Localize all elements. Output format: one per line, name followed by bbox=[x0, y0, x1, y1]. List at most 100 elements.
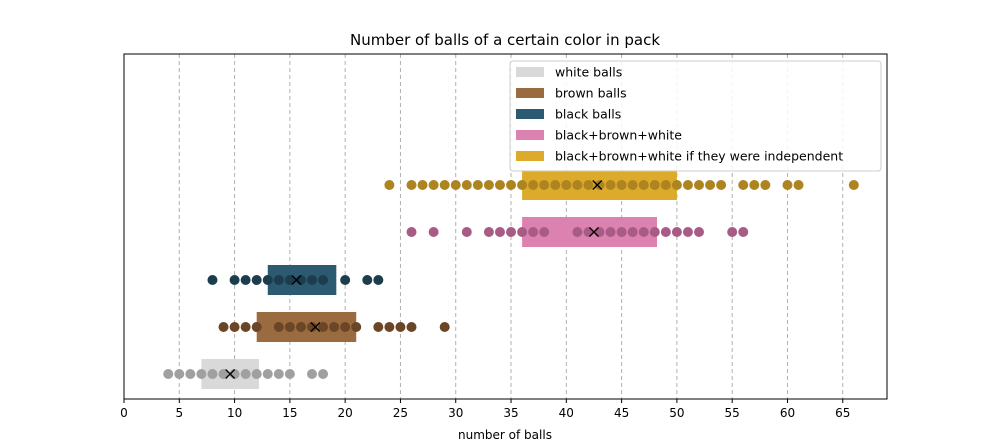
data-point bbox=[251, 369, 262, 379]
data-point bbox=[539, 227, 550, 237]
data-point bbox=[616, 227, 627, 237]
data-point bbox=[240, 275, 251, 285]
x-tick-label: 60 bbox=[780, 406, 795, 420]
data-point bbox=[218, 369, 229, 379]
legend-swatch bbox=[516, 88, 544, 98]
data-point bbox=[627, 180, 638, 190]
data-point bbox=[760, 180, 771, 190]
data-point bbox=[461, 227, 472, 237]
data-point bbox=[627, 227, 638, 237]
data-point bbox=[318, 369, 329, 379]
mean-marker bbox=[592, 180, 603, 190]
data-point bbox=[428, 180, 439, 190]
data-point bbox=[218, 322, 229, 332]
legend: white balls brown balls black balls black+b… bbox=[509, 60, 882, 172]
plot-frame bbox=[123, 53, 888, 400]
data-point bbox=[229, 275, 240, 285]
x-tick-label: 20 bbox=[338, 406, 353, 420]
data-point bbox=[251, 275, 262, 285]
data-point bbox=[207, 369, 218, 379]
data-point bbox=[494, 227, 505, 237]
data-point bbox=[406, 227, 417, 237]
mean-marker bbox=[291, 275, 302, 285]
data-point bbox=[660, 180, 671, 190]
data-point bbox=[561, 180, 572, 190]
data-point bbox=[295, 275, 306, 285]
data-point bbox=[273, 369, 284, 379]
data-point bbox=[318, 275, 329, 285]
mean-marker bbox=[310, 322, 321, 332]
data-point bbox=[506, 180, 517, 190]
data-point bbox=[284, 275, 295, 285]
legend-swatch bbox=[516, 130, 544, 140]
data-point bbox=[583, 180, 594, 190]
range-boxes bbox=[201, 170, 677, 389]
x-axis-label: number of balls bbox=[458, 428, 552, 442]
legend-swatch bbox=[516, 109, 544, 119]
data-point bbox=[649, 227, 660, 237]
data-point bbox=[605, 180, 616, 190]
data-point bbox=[782, 180, 793, 190]
range-box bbox=[256, 312, 357, 342]
data-point bbox=[694, 227, 705, 237]
data-point bbox=[649, 180, 660, 190]
data-point bbox=[428, 227, 439, 237]
data-point bbox=[306, 275, 317, 285]
data-point bbox=[583, 227, 594, 237]
data-point bbox=[295, 322, 306, 332]
data-point bbox=[550, 180, 561, 190]
data-point bbox=[306, 322, 317, 332]
data-point bbox=[616, 180, 627, 190]
x-tick-label: 30 bbox=[448, 406, 463, 420]
data-point bbox=[262, 275, 273, 285]
mean-marker bbox=[589, 227, 599, 237]
data-point bbox=[517, 227, 528, 237]
data-point bbox=[705, 180, 716, 190]
data-point bbox=[284, 369, 295, 379]
x-tick-label: 40 bbox=[559, 406, 574, 420]
data-point bbox=[318, 322, 329, 332]
data-point bbox=[306, 369, 317, 379]
data-point bbox=[572, 180, 583, 190]
data-point bbox=[528, 180, 539, 190]
x-tick-label: 15 bbox=[282, 406, 297, 420]
x-axis-ticks: 0 5 10 15 20 25 30 35 40 45 50 55 60 65 bbox=[120, 399, 850, 420]
data-point bbox=[727, 227, 738, 237]
data-point bbox=[483, 180, 494, 190]
data-point bbox=[262, 369, 273, 379]
x-tick-label: 35 bbox=[503, 406, 518, 420]
data-point bbox=[185, 369, 196, 379]
data-point bbox=[494, 180, 505, 190]
data-point bbox=[395, 322, 406, 332]
data-point bbox=[660, 227, 671, 237]
data-point bbox=[572, 227, 583, 237]
data-point bbox=[461, 180, 472, 190]
data-point bbox=[329, 322, 340, 332]
data-point bbox=[848, 180, 859, 190]
data-point bbox=[638, 227, 649, 237]
data-point bbox=[682, 227, 693, 237]
data-point bbox=[340, 322, 351, 332]
data-point bbox=[207, 275, 218, 285]
data-point bbox=[240, 322, 251, 332]
data-point bbox=[472, 180, 483, 190]
x-tick-label: 55 bbox=[725, 406, 740, 420]
data-point bbox=[793, 180, 804, 190]
x-tick-label: 10 bbox=[227, 406, 242, 420]
x-tick-label: 65 bbox=[835, 406, 850, 420]
data-point bbox=[506, 227, 517, 237]
data-point bbox=[594, 180, 605, 190]
data-point bbox=[273, 275, 284, 285]
data-point bbox=[251, 322, 262, 332]
data-point bbox=[539, 180, 550, 190]
data-point bbox=[351, 322, 362, 332]
legend-label: brown balls bbox=[555, 86, 627, 101]
data-point bbox=[671, 180, 682, 190]
data-point bbox=[605, 227, 616, 237]
data-point bbox=[240, 369, 251, 379]
mean-markers bbox=[225, 180, 603, 379]
data-point bbox=[229, 369, 240, 379]
data-point bbox=[406, 180, 417, 190]
x-tick-label: 5 bbox=[175, 406, 183, 420]
